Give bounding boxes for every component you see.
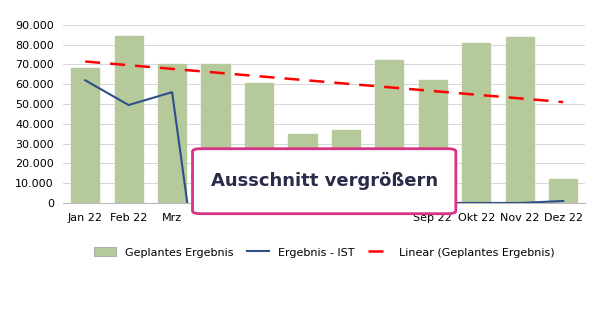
Bar bbox=[71, 69, 100, 203]
Bar bbox=[506, 37, 534, 203]
Bar bbox=[158, 64, 186, 203]
Bar bbox=[419, 80, 447, 203]
Bar bbox=[332, 130, 360, 203]
Bar bbox=[375, 59, 403, 203]
FancyBboxPatch shape bbox=[193, 149, 456, 214]
Bar bbox=[289, 134, 317, 203]
Legend: Geplantes Ergebnis, Ergebnis - IST, Linear (Geplantes Ergebnis): Geplantes Ergebnis, Ergebnis - IST, Line… bbox=[94, 247, 554, 258]
Bar bbox=[202, 64, 230, 203]
Bar bbox=[462, 43, 490, 203]
Bar bbox=[115, 36, 143, 203]
Bar bbox=[549, 179, 577, 203]
Bar bbox=[245, 83, 273, 203]
Text: Ausschnitt vergrößern: Ausschnitt vergrößern bbox=[211, 172, 438, 190]
